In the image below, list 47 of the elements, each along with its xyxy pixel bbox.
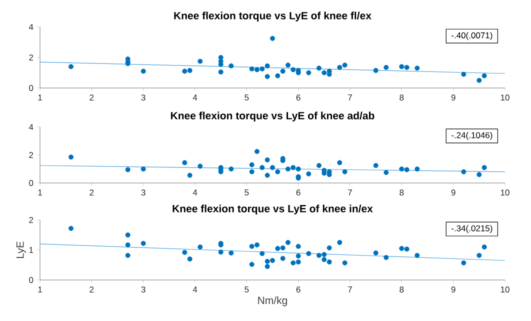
x-tick-label: 9: [451, 286, 456, 293]
x-axis-title: Nm/kg: [258, 296, 287, 306]
y-tick-label: 4: [28, 24, 34, 30]
x-tick-label: 5: [244, 286, 249, 292]
chart-title: Knee flexion torque vs LyE of knee fl/ex: [174, 12, 372, 22]
x-tick-label: 1: [38, 190, 42, 196]
x-tick-label: 3: [141, 94, 146, 101]
x-tick-label: 5: [244, 190, 249, 196]
x-tick-label: 2: [90, 286, 94, 292]
x-tick-label: 7: [348, 190, 352, 196]
x-tick-label: 5: [244, 94, 249, 100]
x-tick-label: 4: [192, 286, 198, 292]
x-tick-label: 4: [192, 94, 198, 100]
x-tick-label: 6: [296, 94, 300, 101]
x-tick-label: 2: [90, 94, 94, 100]
y-axis-title: LyE: [16, 242, 26, 258]
chart-title: Knee flexion torque vs LyE of knee ad/ab: [171, 112, 374, 122]
annotation: -.40(.0071): [452, 32, 492, 40]
x-tick-label: 1: [38, 286, 42, 292]
x-tick-label: 4: [192, 190, 198, 196]
y-tick-label: 0: [29, 84, 34, 91]
y-tick-label: 2: [29, 152, 34, 158]
x-tick-label: 6: [296, 286, 300, 293]
annotation: -.34(.0215): [452, 225, 492, 234]
x-tick-label: 6: [296, 190, 300, 196]
x-tick-label: 7: [348, 94, 352, 100]
x-tick-label: 8: [400, 286, 404, 293]
chart-title: Knee flexion torque vs LyE of knee in/ex: [172, 204, 373, 214]
y-tick-label: 0: [29, 180, 34, 186]
y-tick-label: 4: [28, 124, 34, 130]
y-tick-label: 2: [29, 54, 34, 60]
y-tick-label: 2: [29, 217, 34, 223]
x-tick-label: 9: [451, 94, 456, 101]
x-tick-label: 10: [500, 190, 510, 196]
x-tick-label: 7: [348, 286, 352, 292]
annotation: -.24(.1046): [452, 132, 492, 140]
x-tick-label: 10: [500, 94, 510, 101]
y-tick-label: 1: [29, 247, 34, 253]
x-tick-label: 3: [141, 190, 146, 196]
x-tick-label: 2: [90, 190, 94, 196]
x-tick-label: 3: [141, 286, 146, 293]
x-tick-label: 9: [451, 190, 456, 196]
x-tick-label: 1: [38, 94, 42, 100]
x-tick-label: 8: [400, 190, 404, 196]
x-tick-label: 10: [500, 286, 510, 293]
y-tick-label: 0: [29, 276, 34, 283]
x-tick-label: 8: [400, 94, 404, 101]
